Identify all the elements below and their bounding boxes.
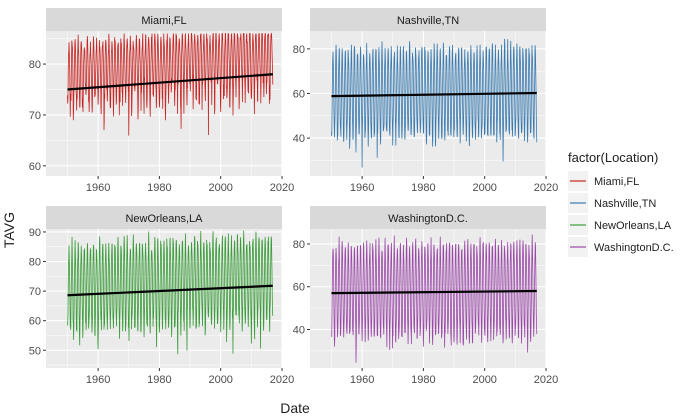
- x-tick-label: 2000: [472, 374, 496, 386]
- legend-label: WashingtonD.C.: [594, 242, 674, 254]
- legend-label: Nashville,TN: [594, 198, 656, 210]
- y-tick-label: 60: [293, 88, 305, 100]
- y-tick-label: 40: [293, 133, 305, 145]
- x-tick-label: 1960: [86, 374, 110, 386]
- panel-nashville-tn: Nashville,TN 1960 1980 2000 2020 40 60 80: [293, 8, 558, 194]
- facet-title: NewOrleans,LA: [125, 213, 203, 225]
- legend-label: NewOrleans,LA: [594, 220, 672, 232]
- y-tick-label: 70: [29, 286, 41, 298]
- x-tick-label: 2020: [534, 182, 558, 194]
- facet-title: Miami,FL: [141, 15, 186, 27]
- facet-strip: [310, 8, 546, 31]
- x-tick-label: 1980: [411, 374, 435, 386]
- x-tick-label: 2000: [208, 182, 232, 194]
- series-line: [67, 32, 274, 136]
- x-tick-label: 2020: [270, 182, 294, 194]
- legend-title: factor(Location): [568, 150, 658, 165]
- facet-title: Nashville,TN: [397, 15, 459, 27]
- y-tick-label: 60: [293, 282, 305, 294]
- series-line: [67, 230, 274, 355]
- y-tick-label: 50: [29, 345, 41, 357]
- x-tick-label: 1980: [147, 374, 171, 386]
- x-tick-label: 2000: [208, 374, 232, 386]
- panel-miami-fl: Miami,FL 1960 1980 2000 2020 60 70 80: [29, 8, 294, 194]
- legend: factor(Location) Miami,FL Nashville,TN New…: [568, 150, 674, 257]
- facet-strip: [46, 206, 282, 229]
- y-tick-label: 60: [29, 316, 41, 328]
- trend-line: [331, 289, 537, 295]
- x-tick-label: 1960: [350, 182, 374, 194]
- y-tick-label: 60: [29, 161, 41, 173]
- x-tick-label: 2020: [534, 374, 558, 386]
- x-tick-label: 2020: [270, 374, 294, 386]
- y-tick-label: 40: [293, 325, 305, 337]
- y-axis-label: TAVG: [1, 212, 17, 248]
- x-tick-label: 1980: [411, 182, 435, 194]
- panel-washingtond-c-: WashingtonD.C. 1960 1980 2000 2020 40 60 80: [293, 206, 558, 386]
- series-line: [331, 234, 538, 363]
- trend-line: [331, 91, 537, 98]
- x-axis-label: Date: [280, 400, 310, 416]
- facet-title: WashingtonD.C.: [388, 213, 468, 225]
- trend-line: [67, 73, 273, 91]
- y-tick-label: 80: [29, 257, 41, 269]
- facet-strip: [310, 206, 546, 229]
- facet-strip: [46, 8, 282, 31]
- trend-line: [67, 284, 273, 297]
- y-tick-label: 80: [293, 239, 305, 251]
- series-line: [331, 38, 538, 168]
- x-tick-label: 1980: [147, 182, 171, 194]
- y-tick-label: 70: [29, 110, 41, 122]
- x-tick-label: 2000: [472, 182, 496, 194]
- y-tick-label: 90: [29, 227, 41, 239]
- legend-label: Miami,FL: [594, 176, 639, 188]
- x-tick-label: 1960: [86, 182, 110, 194]
- y-tick-label: 80: [293, 44, 305, 56]
- panel-neworleans-la: NewOrleans,LA 1960 1980 2000 2020 50 60 70 80 90: [29, 206, 294, 386]
- x-tick-label: 1960: [350, 374, 374, 386]
- y-tick-label: 80: [29, 59, 41, 71]
